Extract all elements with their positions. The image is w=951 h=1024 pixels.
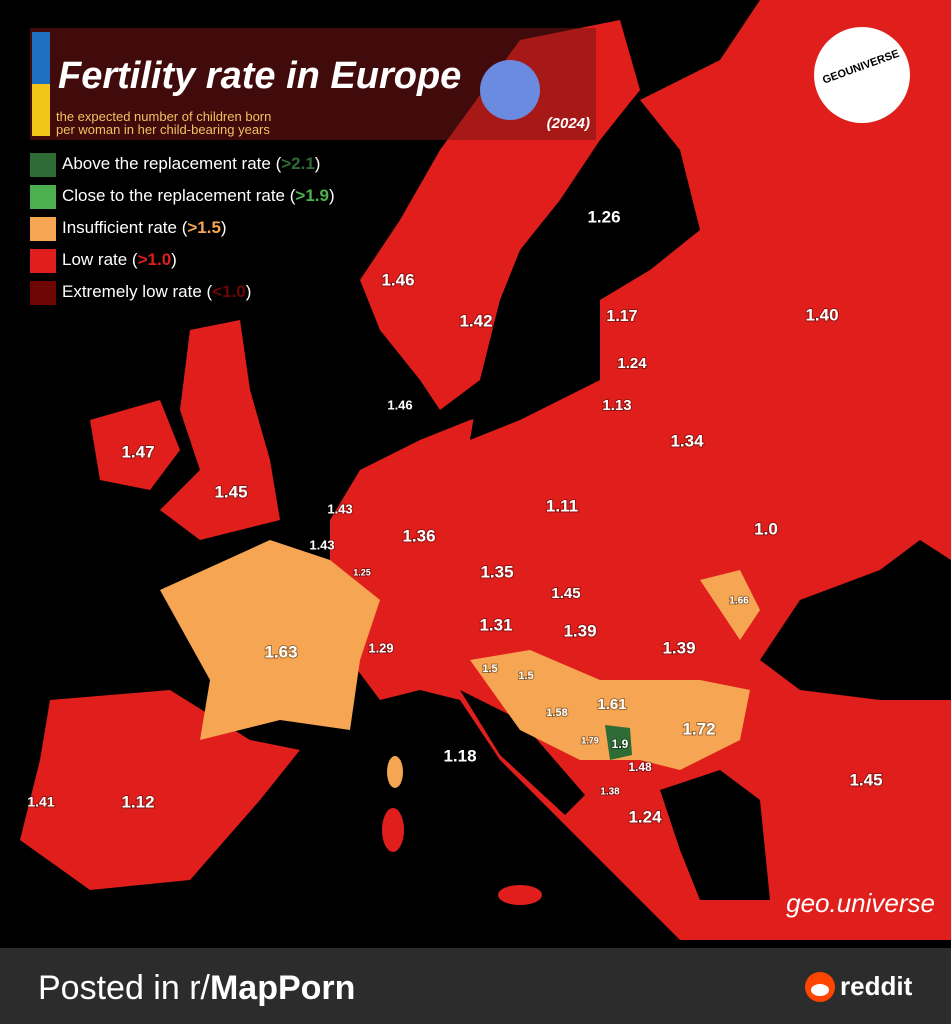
legend-label: Close to the replacement rate (>1.9) [62,186,335,205]
footer [0,948,951,1024]
legend-swatch [30,185,56,209]
value-label: 1.42 [459,311,492,330]
land [20,0,951,940]
value-label: 1.0 [754,519,778,538]
kosovo [605,725,632,760]
legend-threshold: >1.5 [187,218,221,237]
legend-threshold: >1.9 [295,186,329,205]
legend-swatch [30,249,56,273]
value-label: 1.61 [597,696,626,713]
value-label: 1.79 [581,735,599,745]
ireland [90,400,180,490]
value-label: 1.13 [602,397,631,414]
subreddit: MapPorn [210,969,355,1007]
value-label: 1.9 [612,737,629,751]
brand: reddit [840,971,913,1001]
legend-threshold: <1.0 [212,282,246,301]
value-label: 1.47 [121,442,154,461]
logo-circle [814,27,910,123]
icon [480,60,540,120]
legend-text: Low rate ( [62,250,138,269]
legend-text: Insufficient rate ( [62,218,188,237]
aegean-sea [660,770,770,900]
value-label: 1.72 [682,719,715,738]
legend-close: ) [315,154,321,173]
value-label: 1.45 [551,585,580,602]
value-label: 1.58 [546,707,567,719]
legend-text: Above the replacement rate ( [62,154,282,173]
value-label: 1.5 [518,670,533,682]
value-label: 1.63 [264,642,297,661]
legend-label: Insufficient rate (>1.5) [62,218,227,237]
value-label: 1.24 [628,807,662,826]
value-label: 1.39 [662,638,695,657]
legend: Above the replacement rate (>2.1)Close t… [30,153,335,305]
value-label: 1.48 [628,760,652,774]
subtitle: per woman in her child-bearing years [56,122,270,137]
corsica [387,756,403,788]
value-label: 1.46 [381,270,414,289]
value-label: 1.46 [387,397,412,412]
legend-label: Extremely low rate (<1.0) [62,282,251,301]
legend-close: ) [171,250,177,269]
value-label: 1.25 [353,567,371,577]
sicily [498,885,542,905]
value-label: 1.5 [482,663,497,675]
legend-close: ) [221,218,227,237]
value-label: 1.38 [600,787,620,798]
value-label: 1.12 [121,792,154,811]
value-label: 1.45 [849,770,882,789]
flag-blue [32,32,50,84]
value-label: 1.34 [670,431,704,450]
legend-close: ) [329,186,335,205]
uk [160,320,280,540]
value-label: 1.24 [617,355,647,372]
value-labels: 1.26 1.46 1.42 1.17 1.40 1.24 1.46 1.13 1.47 1.34… [26,206,883,827]
title: Fertility rate in Europe [58,55,461,97]
legend-text: Close to the replacement rate ( [62,186,296,205]
reddit-icon-face [811,984,829,996]
footer-text: Posted in r/MapPorn [38,969,355,1007]
value-label: 1.40 [805,305,838,324]
value-label: 1.31 [479,615,512,634]
value-label: 1.11 [546,496,578,515]
sardinia [382,808,404,852]
value-label: 1.29 [368,640,393,655]
value-label: 1.36 [402,526,435,545]
legend-label: Above the replacement rate (>2.1) [62,154,320,173]
legend-threshold: >1.0 [138,250,172,269]
value-label: 1.18 [443,746,476,765]
moldova [700,570,760,640]
footer-prefix: Posted in r/ [38,969,211,1007]
value-label: 1.39 [563,621,596,640]
adriatic-sea [460,690,585,815]
value-label: 1.43 [309,537,334,552]
value-label: 1.66 [729,596,749,607]
baltic-sea [470,180,620,440]
subtitle: the expected number of children born [56,109,271,124]
balkans [470,650,750,770]
value-label: 1.17 [606,308,637,325]
france [160,540,380,740]
watermark: geo.universe [786,888,935,918]
legend-label: Low rate (>1.0) [62,250,177,269]
value-label: 1.45 [214,482,247,501]
legend-swatch [30,153,56,177]
black-sea [760,540,951,700]
value-label: 1.26 [587,207,620,226]
value-label: 1.41 [27,794,54,810]
flag-yellow [32,84,50,136]
value-label: 1.43 [327,501,352,516]
legend-swatch [30,281,56,305]
value-label: 1.35 [480,562,513,581]
year: (2024) [547,115,590,132]
legend-close: ) [246,282,252,301]
legend-swatch [30,217,56,241]
legend-text: Extremely low rate ( [62,282,213,301]
iberia [20,690,300,890]
legend-threshold: >2.1 [281,154,315,173]
